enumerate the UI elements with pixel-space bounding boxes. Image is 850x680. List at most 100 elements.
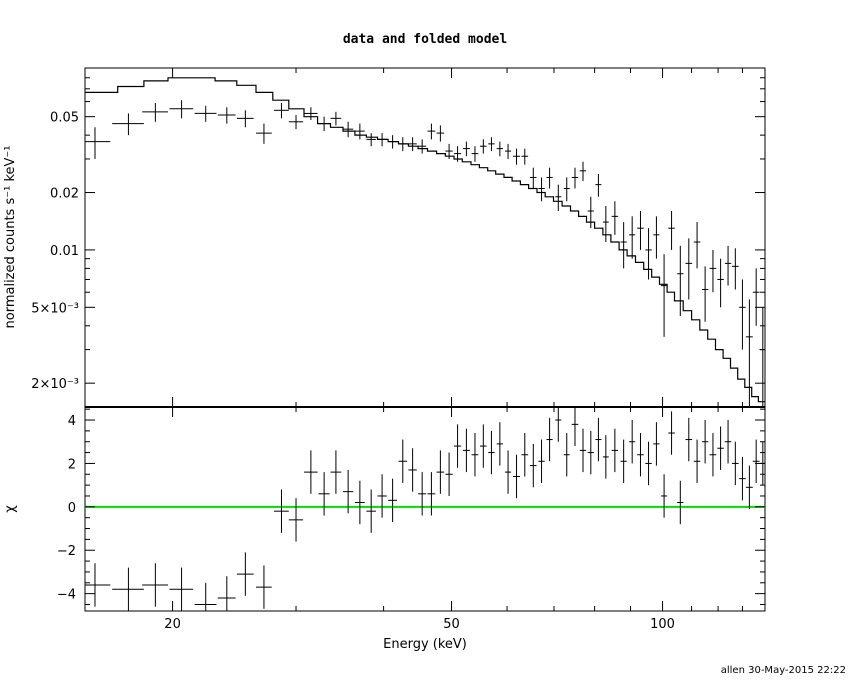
x-tick-label: 50 (443, 617, 460, 632)
residual-data-point (436, 450, 445, 494)
spectrum-y-tick-label: 0.05 (50, 111, 79, 126)
spectrum-data-point (255, 123, 272, 144)
residual-data-point (445, 452, 453, 496)
residual-data-point (318, 472, 330, 516)
residual-y-tick-label: −2 (57, 544, 76, 559)
spectrum-data-point (752, 268, 760, 326)
spectrum-data-point (288, 115, 304, 130)
residual-data-point (85, 563, 111, 607)
residuals-plot (85, 407, 765, 611)
spectrum-panel-frame (84, 67, 766, 408)
residual-data-point (513, 454, 520, 499)
residual-data-point (255, 565, 272, 609)
spectrum-data-point (462, 141, 470, 157)
spectrum-data-point (273, 102, 289, 119)
spectrum-data-point (629, 216, 636, 259)
spectrum-data-point (330, 111, 342, 126)
residual-data-point (462, 428, 470, 473)
spectrum-data-point (563, 177, 570, 202)
spectrum-data-point (602, 205, 609, 243)
spectrum-data-point (555, 184, 562, 212)
spectrum-data-point (701, 266, 709, 322)
spectrum-y-axis-label: normalized counts s⁻¹ keV⁻¹ (3, 146, 18, 329)
residual-y-tick-label: 2 (68, 457, 76, 472)
folded-model-line (85, 77, 765, 403)
spectrum-data-point (717, 258, 724, 308)
spectrum-data-point (488, 137, 495, 152)
residual-data-point (488, 430, 495, 475)
residuals-panel-frame (84, 406, 766, 612)
residual-data-point (685, 417, 693, 462)
spectrum-data-point (546, 167, 553, 189)
spectrum-data-point (661, 254, 668, 337)
residual-data-point (330, 450, 342, 494)
residual-data-point (377, 474, 387, 518)
spectrum-y-tick-label: 0.02 (50, 187, 79, 202)
spectrum-data-point (480, 139, 487, 154)
residual-data-point (530, 443, 537, 488)
spectrum-data-point (304, 107, 318, 121)
residual-data-point (453, 424, 462, 468)
residual-data-point (724, 420, 732, 464)
residual-data-point (169, 567, 194, 611)
spectrum-data-point (342, 121, 354, 138)
residual-data-point (546, 417, 553, 462)
residual-data-point (427, 472, 436, 516)
spectrum-data-point (505, 143, 512, 159)
spectrum-data-point (427, 123, 436, 140)
residual-data-point (579, 428, 587, 473)
residual-data-point (745, 465, 753, 509)
residual-data-point (752, 439, 760, 483)
residual-data-point (587, 430, 594, 475)
spectrum-data-point (538, 177, 545, 202)
spectrum-data-point (521, 148, 529, 165)
residual-data-point (611, 428, 619, 473)
residual-data-point (693, 439, 701, 483)
spectrum-data-point (731, 248, 739, 290)
spectrum-data-point (587, 196, 594, 229)
residual-data-point (653, 422, 660, 466)
residual-data-point (661, 474, 668, 518)
spectrum-data-point (496, 141, 503, 157)
residual-data-point (236, 552, 254, 596)
residual-data-point (471, 433, 479, 477)
spectrum-data-point (408, 137, 417, 152)
spectrum-y-tick-label: 2×10⁻³ (31, 377, 79, 392)
residual-data-point (629, 420, 636, 464)
spectrum-data-point (142, 102, 168, 122)
residual-data-point (595, 417, 602, 462)
residual-data-point (701, 420, 709, 464)
residual-data-point (398, 439, 408, 483)
residual-data-point (408, 448, 417, 492)
residual-y-tick-label: 4 (68, 414, 76, 429)
residual-data-point (538, 439, 545, 483)
residual-data-point (273, 489, 289, 533)
residual-data-point (194, 582, 217, 611)
spectrum-data-point (709, 249, 717, 293)
spectrum-data-point (620, 222, 627, 269)
footer-credit: allen 30-May-2015 22:22 (721, 665, 846, 676)
spectrum-data-point (668, 211, 675, 250)
spectrum-data-point (366, 133, 376, 147)
residual-data-point (709, 433, 717, 477)
residual-data-point (366, 489, 376, 533)
residual-y-tick-label: −4 (57, 588, 76, 603)
residuals-y-axis-label: χ (3, 505, 18, 513)
spectrum-data-point (677, 245, 684, 317)
spectrum-data-point (611, 201, 619, 235)
residual-data-point (637, 433, 644, 477)
spectrum-data-point (645, 228, 652, 280)
residual-data-point (142, 563, 168, 607)
residual-data-point (645, 441, 652, 486)
spectrum-data-point (112, 113, 144, 136)
spectrum-y-tick-label: 5×10⁻³ (31, 301, 79, 316)
spectrum-data-point (745, 299, 753, 407)
spectrum-data-point (739, 279, 746, 350)
residual-data-point (496, 422, 503, 466)
spectrum-data-point (513, 148, 520, 165)
residual-data-point (563, 433, 570, 477)
spectrum-data-point (217, 107, 236, 124)
spectrum-data-point (471, 146, 479, 162)
